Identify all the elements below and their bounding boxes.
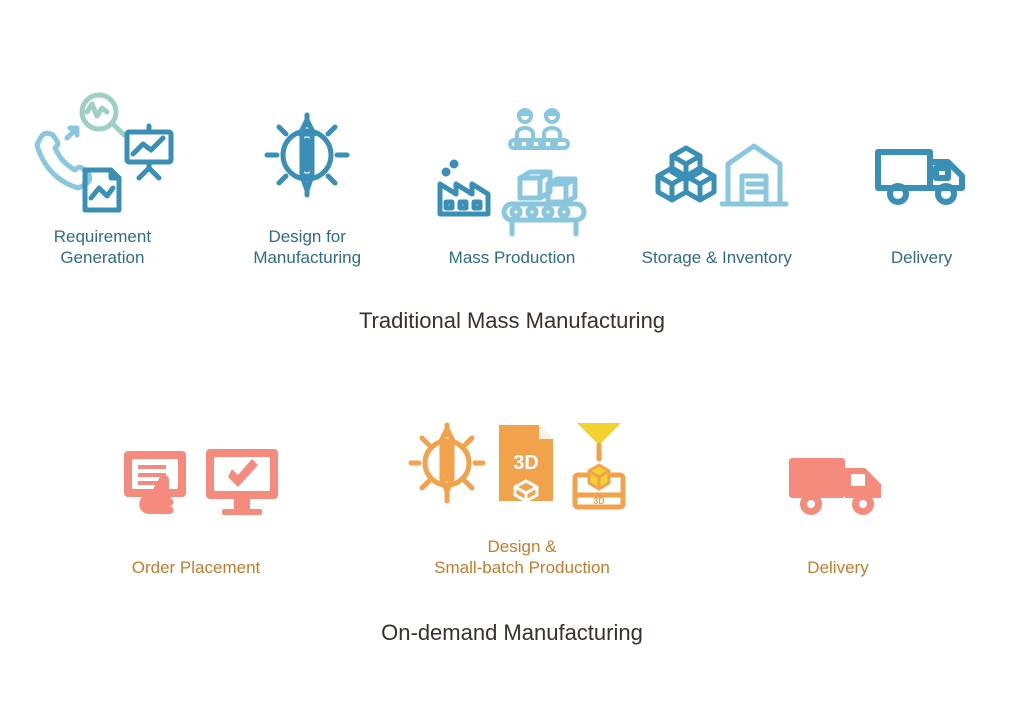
row-traditional: Requirement Generation [0, 90, 1024, 269]
file-3d-badge: 3D [513, 452, 539, 474]
design-3d-icon: 3D [407, 400, 637, 530]
label-line: Generation [60, 248, 144, 267]
requirement-icon [27, 90, 177, 220]
label-line: Storage & Inventory [642, 248, 792, 267]
caption-storage: Storage & Inventory [642, 247, 792, 268]
row-on-demand: Order Placement [0, 400, 1024, 579]
step-delivery-bottom: Delivery [738, 421, 938, 578]
label-line: Delivery [807, 558, 868, 577]
label-line: Order Placement [132, 558, 261, 577]
truck-icon [872, 111, 972, 241]
label-line: Mass Production [449, 248, 576, 267]
step-requirement-generation: Requirement Generation [12, 90, 192, 269]
caption-order-placement: Order Placement [132, 557, 261, 578]
caption-design: Design for Manufacturing [253, 226, 361, 269]
truck-icon-orange [783, 421, 893, 551]
step-order-placement: Order Placement [86, 421, 306, 578]
section-title-top: Traditional Mass Manufacturing [0, 308, 1024, 334]
caption-mass-production: Mass Production [449, 247, 576, 268]
section-title-bottom: On-demand Manufacturing [0, 620, 1024, 646]
caption-delivery-bottom: Delivery [807, 557, 868, 578]
storage-icon [642, 111, 792, 241]
label-line: Design & [488, 537, 557, 556]
infographic-canvas: Requirement Generation [0, 0, 1024, 718]
label-line: Design for [268, 227, 345, 246]
label-line: Delivery [891, 248, 952, 267]
mass-production-icon [432, 111, 592, 241]
label-line: Requirement [54, 227, 151, 246]
caption-requirement: Requirement Generation [54, 226, 151, 269]
label-line: Manufacturing [253, 248, 361, 267]
label-line: Small-batch Production [434, 558, 610, 577]
printer-3d-label: 3D [593, 496, 605, 506]
caption-delivery-top: Delivery [891, 247, 952, 268]
step-design-for-manufacturing: Design for Manufacturing [217, 90, 397, 269]
design-gear-icon [262, 90, 352, 220]
step-design-small-batch: 3D [392, 400, 652, 579]
step-delivery-top: Delivery [832, 111, 1012, 268]
caption-design-small-batch: Design & Small-batch Production [434, 536, 610, 579]
step-mass-production: Mass Production [422, 111, 602, 268]
order-icon [106, 421, 286, 551]
step-storage-inventory: Storage & Inventory [627, 111, 807, 268]
